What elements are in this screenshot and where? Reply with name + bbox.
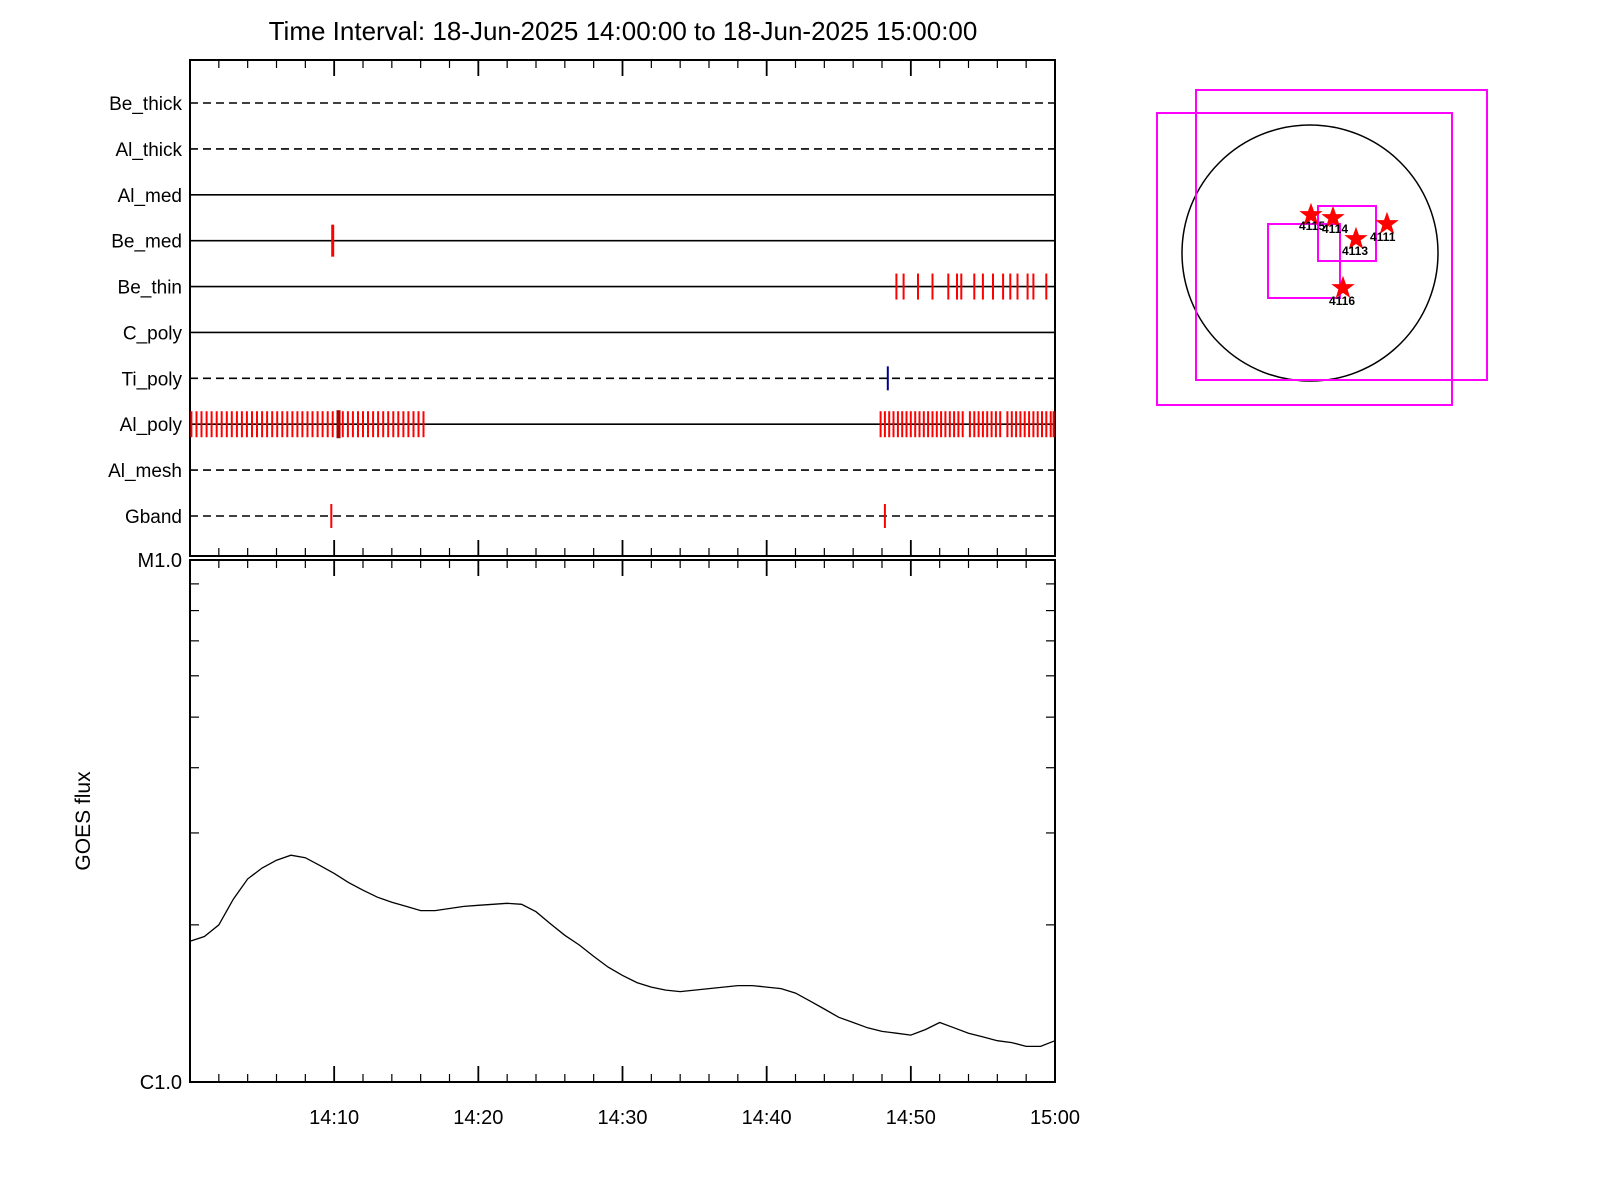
active-region-label-4115: 4115 bbox=[1299, 219, 1325, 233]
active-region-star-4114 bbox=[1321, 205, 1345, 228]
channel-label-Gband: Gband bbox=[125, 507, 182, 528]
plot-title: Time Interval: 18-Jun-2025 14:00:00 to 1… bbox=[268, 16, 978, 46]
channel-label-Ti_poly: Ti_poly bbox=[121, 369, 182, 390]
goes-panel-border bbox=[189, 559, 1056, 1083]
goes-flux-curve bbox=[189, 854, 1056, 1048]
channel-label-Al_thick: Al_thick bbox=[115, 140, 182, 161]
fov-rect-1 bbox=[1156, 112, 1453, 406]
active-region-label-4113: 4113 bbox=[1342, 244, 1368, 258]
active-region-star-4111 bbox=[1375, 211, 1399, 234]
x-tick-label: 14:10 bbox=[309, 1107, 359, 1129]
x-tick-label: 14:40 bbox=[742, 1107, 792, 1129]
x-tick-label: 14:50 bbox=[886, 1107, 936, 1129]
fov-rect-4 bbox=[1317, 205, 1377, 262]
channel-label-C_poly: C_poly bbox=[123, 323, 183, 344]
channel-label-Be_thick: Be_thick bbox=[109, 94, 182, 115]
active-region-star-4113 bbox=[1344, 226, 1368, 249]
x-tick-label: 14:20 bbox=[453, 1107, 503, 1129]
y-tick-label: M1.0 bbox=[138, 550, 182, 572]
channel-label-Al_mesh: Al_mesh bbox=[108, 461, 182, 482]
fov-rect-2 bbox=[1195, 89, 1488, 381]
channel-label-Al_med: Al_med bbox=[118, 186, 182, 207]
y-tick-label: C1.0 bbox=[140, 1072, 182, 1094]
x-tick-label: 14:30 bbox=[597, 1107, 647, 1129]
channel-label-Al_poly: Al_poly bbox=[120, 415, 183, 436]
solar-disk bbox=[1181, 124, 1439, 382]
active-region-star-4115 bbox=[1299, 202, 1323, 225]
timeline-panel-border bbox=[189, 59, 1056, 557]
goes-flux-axis-label: GOES flux bbox=[72, 771, 95, 871]
active-region-label-4111: 4111 bbox=[1370, 230, 1396, 244]
active-region-label-4114: 4114 bbox=[1322, 222, 1348, 236]
x-tick-label: 15:00 bbox=[1030, 1107, 1080, 1129]
channel-label-Be_thin: Be_thin bbox=[118, 278, 182, 299]
active-region-label-4116: 4116 bbox=[1329, 294, 1355, 308]
channel-label-Be_med: Be_med bbox=[111, 232, 182, 253]
active-region-star-4116 bbox=[1331, 275, 1355, 298]
